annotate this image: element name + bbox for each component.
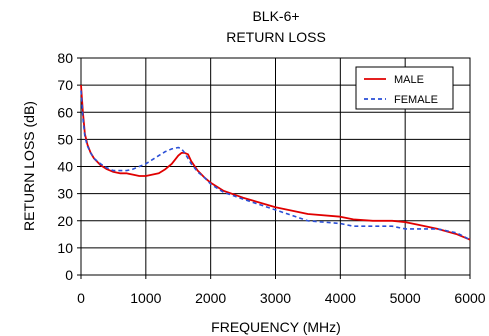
x-tick-label: 0 bbox=[77, 290, 85, 306]
y-axis-label: RETURN LOSS (dB) bbox=[21, 101, 37, 231]
axis-ticks: 0 10 20 30 40 50 60 70 80 0 1000 2000 3000 4000 5000 60… bbox=[57, 50, 485, 306]
chart-title: BLK-6+ bbox=[252, 8, 299, 24]
legend-label-male: MALE bbox=[394, 74, 424, 86]
legend-box bbox=[355, 66, 454, 110]
x-tick-label: 3000 bbox=[260, 290, 291, 306]
x-tick-label: 4000 bbox=[325, 290, 356, 306]
y-tick-label: 50 bbox=[57, 131, 73, 147]
y-tick-label: 70 bbox=[57, 77, 73, 93]
x-tick-label: 5000 bbox=[390, 290, 421, 306]
legend-label-female: FEMALE bbox=[394, 94, 438, 106]
legend: MALE FEMALE bbox=[355, 66, 454, 110]
x-tick-label: 6000 bbox=[454, 290, 485, 306]
y-tick-label: 30 bbox=[57, 186, 73, 202]
series-line-male bbox=[80, 85, 471, 241]
x-tick-label: 2000 bbox=[195, 290, 226, 306]
y-tick-label: 0 bbox=[65, 267, 73, 283]
y-tick-label: 60 bbox=[57, 104, 73, 120]
y-tick-label: 20 bbox=[57, 213, 73, 229]
x-tick-label: 1000 bbox=[130, 290, 161, 306]
chart-subtitle: RETURN LOSS bbox=[226, 29, 326, 45]
y-tick-label: 80 bbox=[57, 50, 73, 66]
series-line-female bbox=[80, 90, 471, 241]
x-axis-label: FREQUENCY (MHz) bbox=[211, 319, 341, 335]
y-tick-label: 40 bbox=[57, 159, 73, 175]
series-lines bbox=[80, 85, 471, 241]
y-tick-label: 10 bbox=[57, 240, 73, 256]
